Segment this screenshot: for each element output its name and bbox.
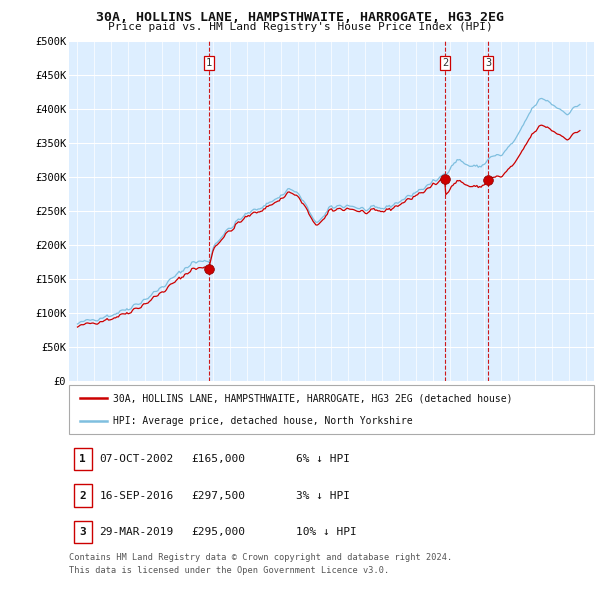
- Text: 16-SEP-2016: 16-SEP-2016: [100, 491, 174, 500]
- Text: 1: 1: [206, 58, 212, 68]
- Text: 6% ↓ HPI: 6% ↓ HPI: [296, 454, 350, 464]
- Text: Price paid vs. HM Land Registry's House Price Index (HPI): Price paid vs. HM Land Registry's House …: [107, 22, 493, 32]
- Text: £295,000: £295,000: [191, 527, 245, 537]
- Text: HPI: Average price, detached house, North Yorkshire: HPI: Average price, detached house, Nort…: [113, 415, 412, 425]
- Text: 07-OCT-2002: 07-OCT-2002: [100, 454, 174, 464]
- Text: 2: 2: [79, 491, 86, 500]
- Text: 2: 2: [442, 58, 448, 68]
- Text: 29-MAR-2019: 29-MAR-2019: [100, 527, 174, 537]
- Text: 30A, HOLLINS LANE, HAMPSTHWAITE, HARROGATE, HG3 2EG: 30A, HOLLINS LANE, HAMPSTHWAITE, HARROGA…: [96, 11, 504, 24]
- Text: Contains HM Land Registry data © Crown copyright and database right 2024.: Contains HM Land Registry data © Crown c…: [69, 553, 452, 562]
- Text: £165,000: £165,000: [191, 454, 245, 464]
- Text: 30A, HOLLINS LANE, HAMPSTHWAITE, HARROGATE, HG3 2EG (detached house): 30A, HOLLINS LANE, HAMPSTHWAITE, HARROGA…: [113, 394, 512, 404]
- Text: 3: 3: [79, 527, 86, 537]
- Text: This data is licensed under the Open Government Licence v3.0.: This data is licensed under the Open Gov…: [69, 566, 389, 575]
- Text: 1: 1: [79, 454, 86, 464]
- Text: 3% ↓ HPI: 3% ↓ HPI: [296, 491, 350, 500]
- Text: £297,500: £297,500: [191, 491, 245, 500]
- Text: 3: 3: [485, 58, 491, 68]
- Text: 10% ↓ HPI: 10% ↓ HPI: [296, 527, 356, 537]
